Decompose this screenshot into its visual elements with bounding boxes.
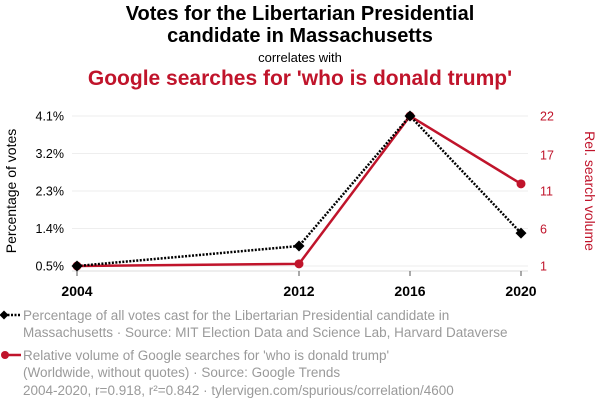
secondary-title: Google searches for 'who is donald trump…	[87, 67, 513, 90]
left-tick-label: 0.5%	[36, 260, 65, 274]
votes-point	[515, 227, 527, 239]
right-axis-label: Rel. search volume	[582, 131, 598, 251]
votes-point	[293, 240, 305, 252]
x-tick-label: 2004	[61, 283, 92, 299]
left-axis-label: Percentage of votes	[3, 129, 19, 254]
x-tick-label: 2016	[394, 283, 425, 299]
right-tick-label: 17	[540, 149, 554, 163]
x-tick-label: 2012	[283, 283, 314, 299]
series-searches-line	[76, 114, 522, 268]
right-tick-label: 11	[540, 185, 553, 199]
legend-item-votes: Percentage of all votes cast for the Lib…	[23, 307, 507, 341]
right-tick-label: 6	[540, 223, 547, 237]
series-votes-line	[76, 114, 522, 268]
legend-searches-line1: Relative volume of Google searches for '…	[23, 348, 390, 363]
legend-item-searches: Relative volume of Google searches for '…	[23, 347, 389, 381]
legend-votes-line1: Percentage of all votes cast for the Lib…	[23, 308, 450, 323]
searches-point	[516, 179, 526, 189]
right-tick-label: 22	[540, 110, 554, 124]
x-tick-label: 2020	[505, 283, 536, 299]
legend-searches-line2: (Worldwide, without quotes) · Source: Go…	[23, 365, 341, 380]
legend-votes-line2: Massachusetts · Source: MIT Election Dat…	[23, 325, 508, 340]
left-tick-label: 4.1%	[36, 110, 65, 124]
left-tick-label: 2.3%	[36, 185, 65, 199]
subtitle: correlates with	[258, 50, 342, 65]
diamond-dotted-line-icon	[0, 310, 21, 320]
right-tick-label: 1	[540, 260, 547, 274]
title-line-1: Votes for the Libertarian Presidential	[125, 3, 475, 25]
searches-point	[294, 259, 304, 269]
chart-title: Votes for the Libertarian Presidential c…	[0, 3, 600, 47]
votes-point	[71, 260, 83, 272]
left-tick-label: 3.2%	[36, 147, 65, 161]
title-line-2: candidate in Massachusetts	[167, 25, 433, 47]
votes-point	[404, 110, 416, 122]
footer-stats: 2004-2020, r=0.918, r²=0.842 · tylervige…	[23, 383, 454, 398]
left-tick-label: 1.4%	[36, 222, 65, 236]
circle-solid-line-icon	[1, 351, 21, 359]
